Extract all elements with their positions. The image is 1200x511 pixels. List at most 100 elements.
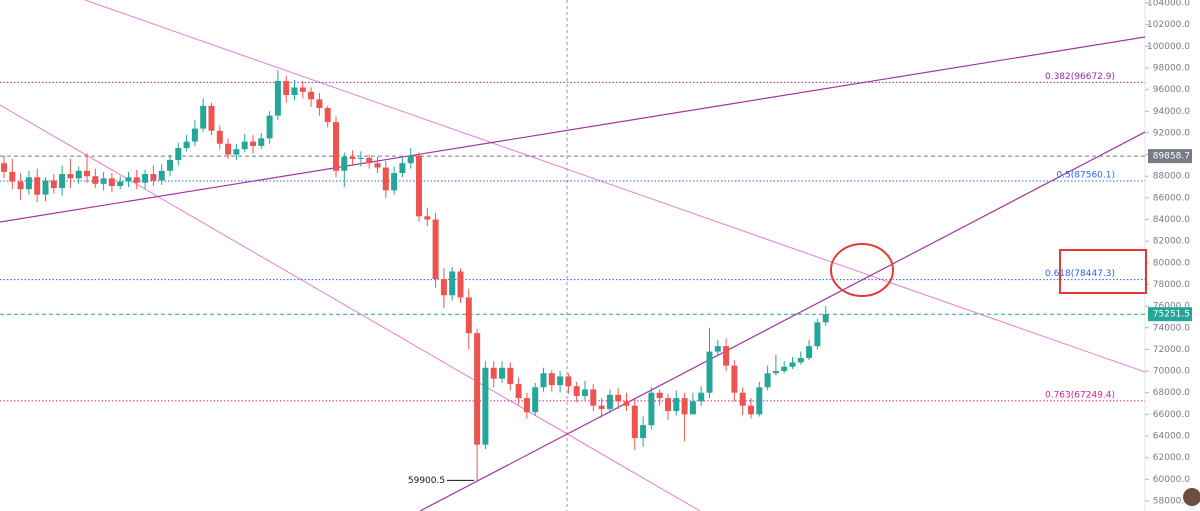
candle-body [25, 177, 32, 190]
y-tick-label: 98000.0 [1153, 63, 1190, 73]
candle-body [50, 180, 57, 189]
candle-body [814, 322, 821, 347]
candle-body [582, 389, 588, 396]
candle-body [100, 178, 107, 184]
highlight-circle [830, 243, 894, 297]
candle-body [673, 398, 680, 412]
candle-body [374, 163, 381, 168]
candle-body [283, 80, 290, 96]
trend-line [0, 36, 1146, 223]
fib-level-label: 0.763(67249.4) [1045, 390, 1115, 400]
candle-body [440, 279, 447, 296]
fib-level-label: 0.618(78447.3) [1045, 269, 1115, 279]
candle-body [158, 170, 165, 181]
price-tag-label: 75251.5 [1153, 310, 1190, 320]
candle-body [341, 156, 348, 171]
candle-body [764, 373, 771, 388]
y-tick-label: 58000.0 [1153, 496, 1190, 506]
candle-body [532, 387, 539, 413]
candle-body [598, 405, 605, 409]
candle-body [656, 392, 663, 399]
candle-body [233, 149, 240, 155]
y-tick-label: 96000.0 [1153, 85, 1190, 95]
candle-body [142, 174, 149, 183]
y-tick-label: 104000.0 [1147, 0, 1190, 9]
candle-body [366, 157, 373, 164]
price-tag [1148, 307, 1192, 322]
candle-body [84, 170, 90, 177]
candle-body [474, 333, 481, 445]
candle-body [67, 174, 74, 179]
candle-body [499, 367, 505, 379]
highlight-box [1059, 249, 1147, 294]
candle-body [258, 138, 265, 146]
y-tick-label: 92000.0 [1153, 128, 1190, 138]
y-tick-label: 82000.0 [1153, 237, 1190, 247]
y-tick-label: 102000.0 [1147, 20, 1190, 30]
candle-body [1, 163, 7, 172]
fib-level-label: 0.382(96672.9) [1045, 72, 1115, 82]
candle-body [241, 141, 248, 150]
candle-body [590, 389, 597, 406]
candle-body [150, 174, 157, 181]
y-tick-label: 94000.0 [1153, 107, 1190, 117]
candle-body [92, 176, 99, 184]
candle-body [291, 87, 298, 96]
avatar [1183, 488, 1200, 506]
y-tick-label: 66000.0 [1153, 410, 1190, 420]
candle-body [191, 128, 198, 142]
candle-body [382, 167, 389, 191]
candle-body [9, 171, 16, 182]
candle-body [490, 367, 497, 379]
candle-body [357, 157, 364, 159]
candle-body [250, 141, 256, 146]
candle-body [540, 373, 547, 388]
candle-body [689, 401, 696, 415]
candle-body [665, 398, 671, 412]
y-tick-label: 78000.0 [1153, 280, 1190, 290]
candle-body [349, 156, 356, 159]
candle-body [515, 384, 522, 399]
y-tick-label: 68000.0 [1153, 388, 1190, 398]
fib-level-label: 0.5(87560.1) [1056, 170, 1115, 180]
candle-body [133, 177, 140, 183]
price-tag-label: 89858.7 [1153, 152, 1190, 162]
low-marker-label: 59900.5 [408, 476, 445, 486]
candle-body [75, 170, 82, 179]
candle-body [739, 392, 746, 406]
candle-body [407, 155, 414, 164]
candle-body [681, 398, 688, 415]
candle-body [706, 351, 713, 393]
y-tick-label: 88000.0 [1153, 172, 1190, 182]
candle-body [723, 346, 730, 366]
candle-body [200, 105, 207, 129]
candle-body [316, 99, 323, 109]
candle-body [623, 401, 630, 406]
candle-body [42, 180, 49, 195]
candle-body [789, 362, 796, 367]
candle-body [416, 155, 422, 217]
candle-body [333, 122, 339, 171]
candle-body [806, 346, 813, 359]
y-tick-label: 60000.0 [1153, 475, 1190, 485]
candle-body [17, 181, 24, 190]
candle-body [797, 358, 804, 363]
trend-line [0, 104, 701, 511]
candle-body [225, 143, 232, 155]
candle-body [714, 346, 721, 352]
candle-body [424, 216, 431, 220]
candle-body [557, 376, 564, 386]
candle-body [324, 108, 331, 123]
y-tick-label: 80000.0 [1153, 258, 1190, 268]
candle-body [640, 425, 647, 439]
y-tick-label: 100000.0 [1147, 42, 1190, 52]
candle-body [756, 387, 763, 415]
y-tick-label: 72000.0 [1153, 345, 1190, 355]
candle-body [216, 130, 223, 144]
candle-body [698, 392, 705, 402]
candle-body [299, 87, 306, 92]
trend-line [84, 0, 1146, 373]
